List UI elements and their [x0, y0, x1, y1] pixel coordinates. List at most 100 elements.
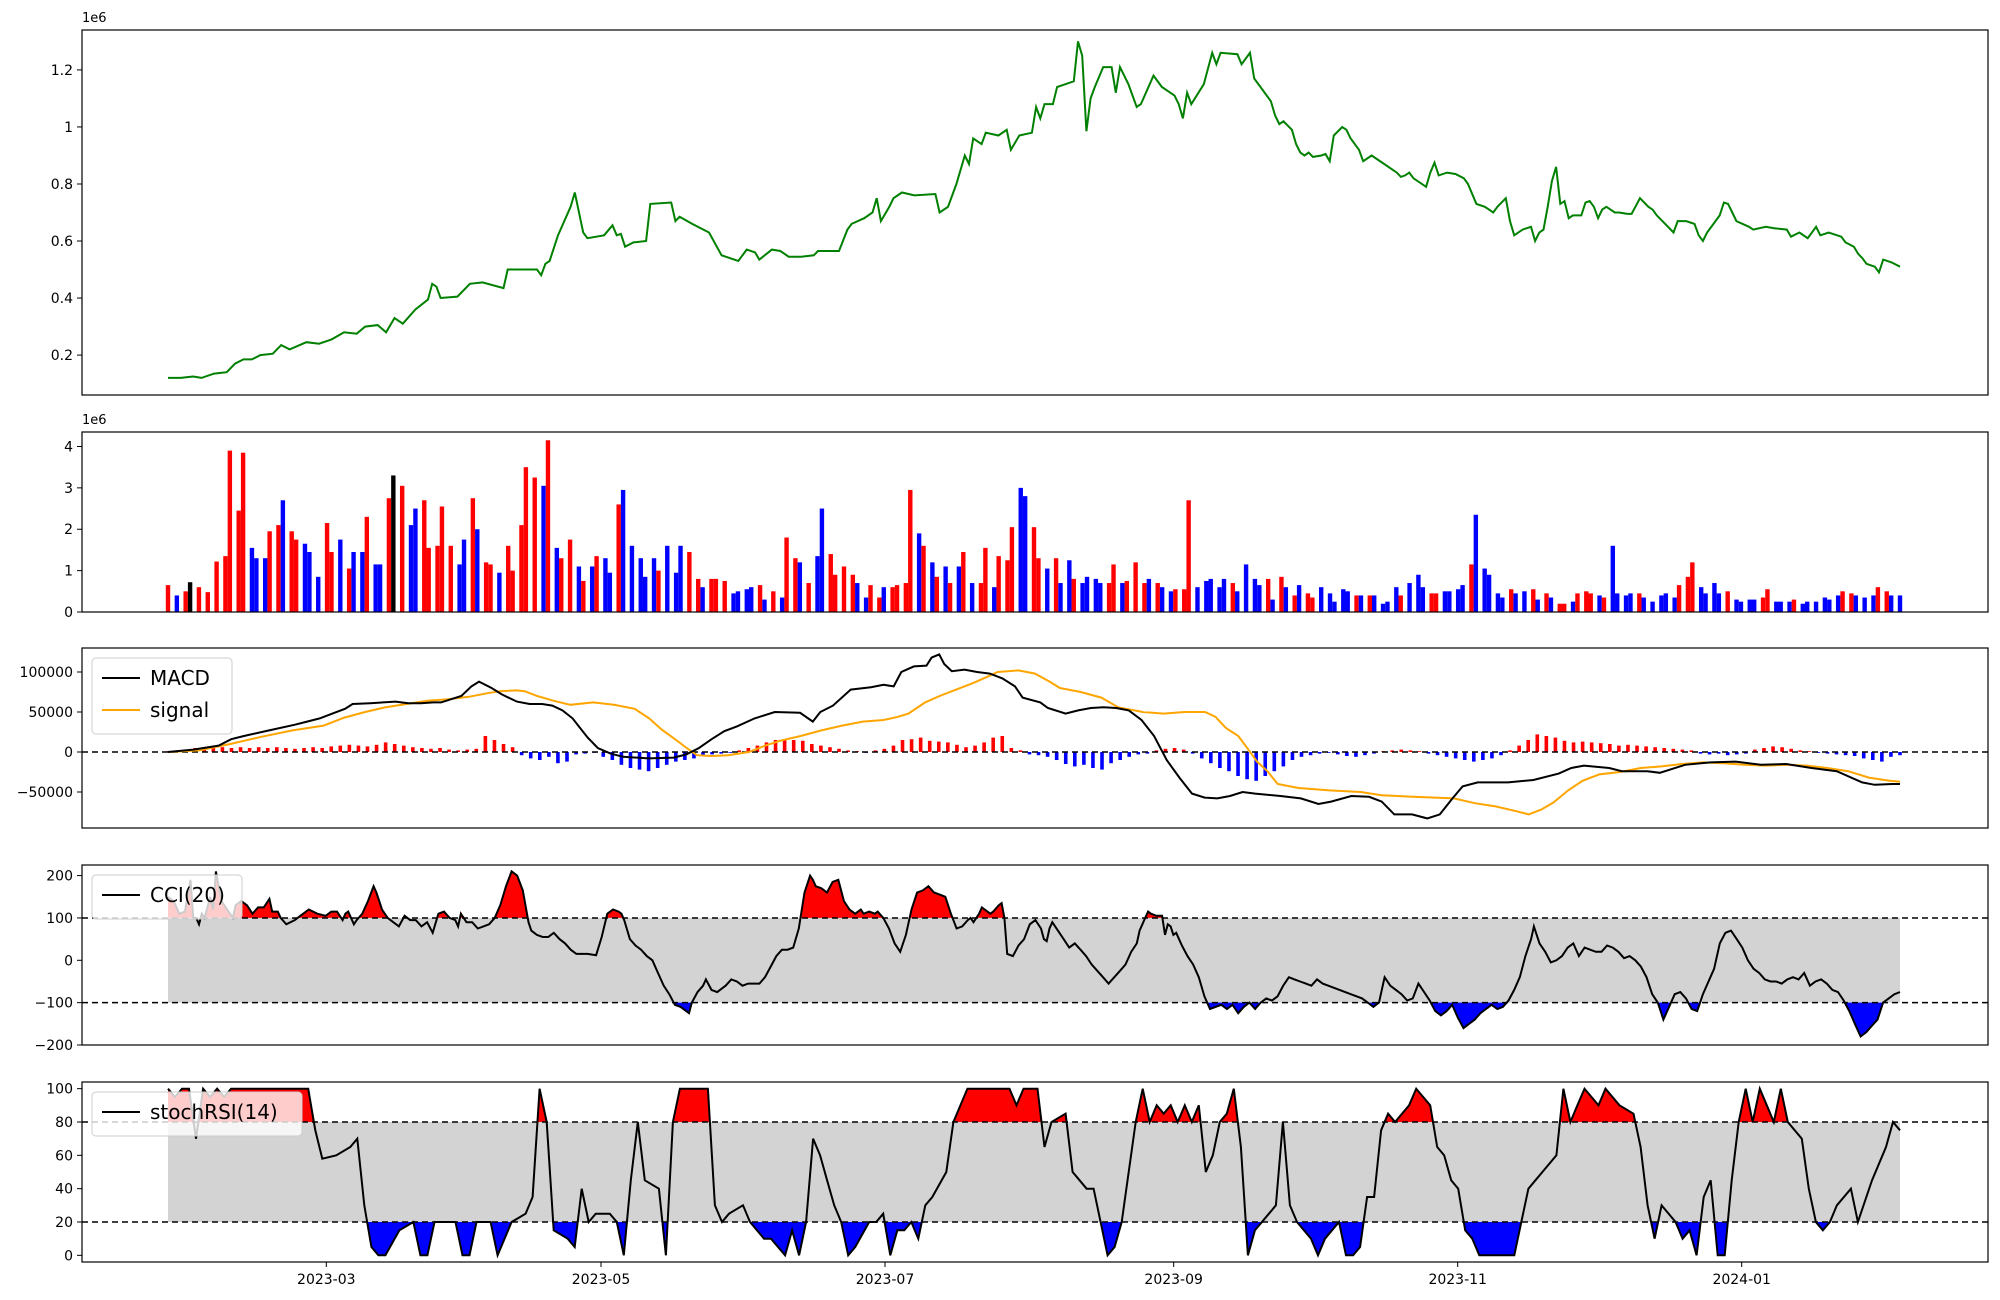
macd-histogram-bar [891, 745, 896, 752]
volume-bar [289, 531, 294, 612]
volume-bar [1751, 599, 1757, 612]
volume-bar [240, 452, 246, 612]
volume-bar [1018, 487, 1023, 612]
macd-histogram-bar [1018, 750, 1023, 752]
volume-bar [673, 572, 679, 612]
macd-histogram-bar [492, 740, 497, 752]
macd-histogram-bar [1499, 752, 1503, 756]
volume-bar [1442, 591, 1448, 612]
volume-bar [881, 587, 886, 612]
macd-histogram-bar [918, 737, 923, 752]
macd-histogram-bar [1635, 745, 1639, 752]
volume-bar [713, 578, 719, 612]
date-tick-label: 2024-01 [1712, 1272, 1771, 1288]
macd-histogram-bar [1209, 752, 1213, 764]
volume-bar [276, 525, 281, 612]
volume-offset-text: 1e6 [82, 413, 107, 428]
macd-histogram-bar [1508, 750, 1512, 752]
volume-bar [1022, 496, 1028, 612]
price-axes-frame [81, 29, 1989, 396]
volume-bar [567, 539, 573, 612]
macd-histogram-bar [1372, 752, 1376, 754]
macd-histogram-bar [1181, 749, 1186, 752]
volume-bar [576, 566, 582, 612]
volume-bar [1146, 578, 1152, 612]
volume-bar [1124, 580, 1129, 612]
volume-bar [1310, 597, 1315, 612]
macd-histogram-bar [565, 752, 569, 762]
macd-histogram-bar [519, 752, 524, 756]
macd-ytick-label: 0 [64, 745, 73, 761]
volume-bar [422, 500, 427, 612]
volume-bar [1495, 593, 1501, 612]
macd-histogram-bar [1290, 752, 1295, 760]
price-panel: 0.2 0.4 0.6 0.8 1 1.2 1e6 [51, 11, 1989, 396]
macd-histogram-bar [1889, 752, 1893, 757]
volume-bar [1513, 593, 1518, 612]
volume-bar [1544, 593, 1549, 612]
macd-histogram-bar [1843, 752, 1848, 756]
volume-bar [559, 558, 564, 612]
macd-histogram-bar [1263, 752, 1268, 776]
macd-histogram-bar [1834, 752, 1839, 755]
macd-histogram-bar [1163, 748, 1168, 752]
stochrsi-ytick-label: 60 [55, 1148, 73, 1164]
macd-histogram-bar [628, 752, 633, 768]
macd-histogram-bar [655, 752, 660, 768]
macd-histogram-bar [701, 752, 705, 756]
macd-histogram-bar [1644, 746, 1648, 752]
macd-histogram-bar [392, 744, 397, 752]
macd-histogram-bar [329, 746, 334, 752]
macd-histogram-bar [1689, 750, 1694, 752]
macd-histogram-bar [1299, 752, 1304, 757]
macd-histogram-bar [238, 747, 243, 752]
macd-histogram-bar [1227, 752, 1231, 772]
volume-bar [413, 508, 418, 612]
volume-bar [205, 592, 210, 612]
volume-bar [1318, 587, 1324, 612]
volume-bar [1217, 587, 1222, 612]
volume-bar [961, 552, 966, 612]
macd-histogram-bar [220, 747, 225, 752]
volume-bar [656, 570, 661, 612]
macd-histogram-bar [374, 744, 379, 752]
volume-bar [1486, 574, 1492, 612]
price-ytick-label: 0.2 [51, 348, 73, 364]
macd-histogram-bar [1571, 742, 1576, 752]
macd-histogram-bar [1898, 752, 1902, 756]
macd-histogram-bar [365, 746, 370, 752]
volume-bar [554, 547, 560, 612]
macd-legend-label: MACD [150, 666, 210, 690]
macd-histogram-bar [483, 736, 488, 752]
macd-histogram-bar [311, 747, 315, 752]
volume-bar [280, 500, 286, 612]
volume-bar [996, 556, 1001, 612]
macd-histogram-bar [1553, 737, 1558, 752]
macd-histogram-bar [1091, 752, 1095, 768]
volume-bar [1663, 593, 1669, 612]
macd-histogram-bar [882, 748, 887, 752]
volume-bar [1252, 578, 1258, 612]
volume-bar [1531, 589, 1536, 612]
volume-bar [956, 566, 962, 612]
volume-bar [1235, 591, 1240, 612]
volume-bar [868, 585, 873, 612]
macd-histogram-bar [1118, 752, 1122, 760]
volume-bar [616, 504, 621, 612]
volume-bar [1601, 597, 1607, 612]
volume-bar [700, 587, 705, 612]
volume-bar [779, 597, 785, 612]
volume-bar [1380, 603, 1386, 612]
macd-histogram-bar [1190, 752, 1195, 754]
macd-histogram-bar [1608, 744, 1612, 752]
volume-bar [386, 498, 392, 612]
volume-bar [510, 570, 515, 612]
volume-bar [1747, 599, 1752, 612]
volume-bar [293, 539, 299, 612]
volume-bar [1500, 597, 1505, 612]
volume-bar [541, 485, 546, 612]
volume-bar [916, 533, 922, 612]
volume-bar [1562, 603, 1567, 612]
macd-histogram-bar [528, 752, 533, 759]
volume-bar [263, 558, 268, 612]
